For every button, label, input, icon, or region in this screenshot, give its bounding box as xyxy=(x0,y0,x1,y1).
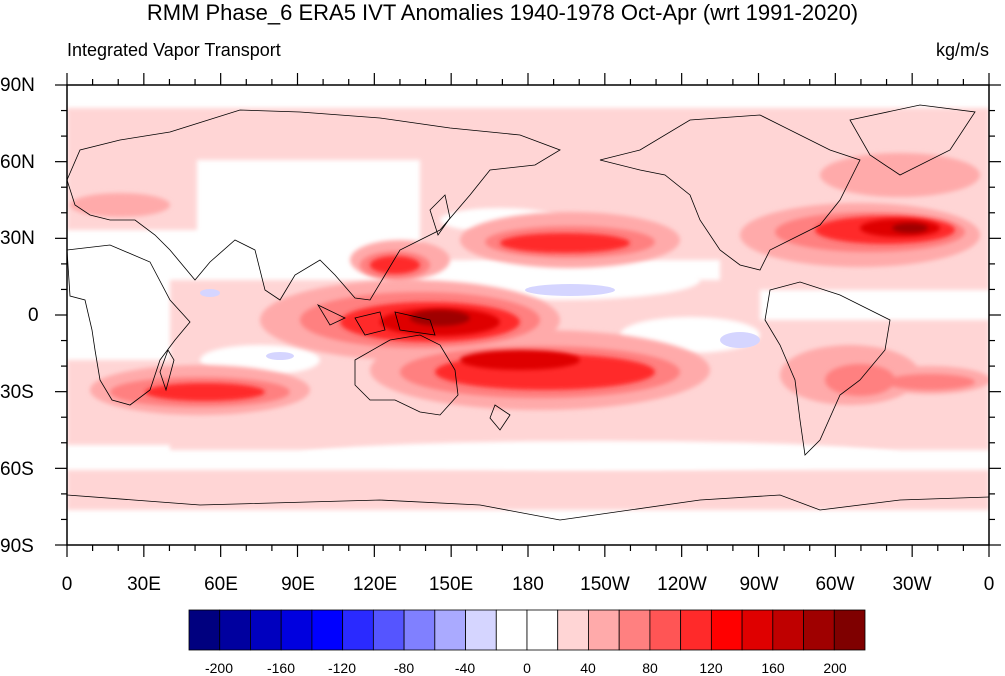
lon-label-150w: 150W xyxy=(580,574,630,595)
colorbar-label: -120 xyxy=(327,660,357,676)
colorbar-box xyxy=(495,609,528,651)
colorbar-label: 200 xyxy=(823,660,847,676)
colorbar-label: -160 xyxy=(266,660,296,676)
colorbar-box xyxy=(588,609,620,651)
lon-label-150e: 150E xyxy=(428,574,474,595)
colorbar-box xyxy=(710,609,743,651)
left-subtitle: Integrated Vapor Transport xyxy=(67,40,281,60)
colorbar-box xyxy=(434,609,466,651)
colorbar-label: -40 xyxy=(454,660,476,676)
lat-label-30n: 30N xyxy=(0,228,35,249)
colorbar-box xyxy=(680,609,712,651)
lat-label-90n: 90N xyxy=(0,75,35,96)
lat-label-60n: 60N xyxy=(0,152,35,173)
lon-label-120w: 120W xyxy=(657,574,707,595)
lon-label-90w: 90W xyxy=(739,574,779,595)
chart-title: RMM Phase_6 ERA5 IVT Anomalies 1940-1978… xyxy=(146,0,859,25)
lon-label-120e: 120E xyxy=(352,574,398,595)
colorbar-box xyxy=(557,609,589,651)
colorbar-box xyxy=(250,609,282,651)
lon-label-0: 0 xyxy=(61,574,73,595)
anomaly-level-max xyxy=(410,223,928,326)
axis-ticks xyxy=(55,73,1001,557)
colorbar-label: 0 xyxy=(523,660,531,676)
lon-label-60e: 60E xyxy=(204,574,238,595)
colorbar-box xyxy=(833,609,866,651)
colorbar-label: 160 xyxy=(761,660,785,676)
colorbar-box xyxy=(403,609,436,651)
colorbar-box xyxy=(372,609,405,651)
colorbar-box xyxy=(618,609,651,651)
lon-label-30w: 30W xyxy=(892,574,932,595)
anomaly-level-negative xyxy=(200,284,760,360)
colorbar xyxy=(188,609,866,651)
lon-label-90e: 90E xyxy=(281,574,315,595)
colorbar-label: 120 xyxy=(699,660,723,676)
colorbar-box xyxy=(342,609,374,651)
colorbar-box xyxy=(649,609,682,651)
lat-label-0: 0 xyxy=(28,305,39,326)
colorbar-label: -200 xyxy=(204,660,234,676)
lat-label-30s: 30S xyxy=(0,382,34,403)
lon-label-0-east: 0 xyxy=(983,574,995,595)
colorbar-box xyxy=(219,609,251,651)
colorbar-box xyxy=(280,609,313,651)
lat-label-60s: 60S xyxy=(0,459,34,480)
lon-label-30e: 30E xyxy=(127,574,161,595)
colorbar-box xyxy=(465,609,497,651)
colorbar-label: 80 xyxy=(642,660,658,676)
anomaly-field xyxy=(67,85,989,545)
colorbar-box xyxy=(188,609,221,651)
lat-label-90s: 90S xyxy=(0,536,34,557)
coastlines xyxy=(67,104,989,521)
colorbar-box xyxy=(741,609,774,651)
colorbar-box xyxy=(772,609,804,651)
colorbar-box xyxy=(311,609,344,651)
lon-label-60w: 60W xyxy=(815,574,855,595)
right-subtitle: kg/m/s xyxy=(935,40,989,60)
colorbar-label: -80 xyxy=(393,660,415,676)
lon-label-180: 180 xyxy=(512,574,544,595)
colorbar-box xyxy=(803,609,835,651)
colorbar-label: 40 xyxy=(580,660,596,676)
colorbar-box xyxy=(526,609,559,651)
